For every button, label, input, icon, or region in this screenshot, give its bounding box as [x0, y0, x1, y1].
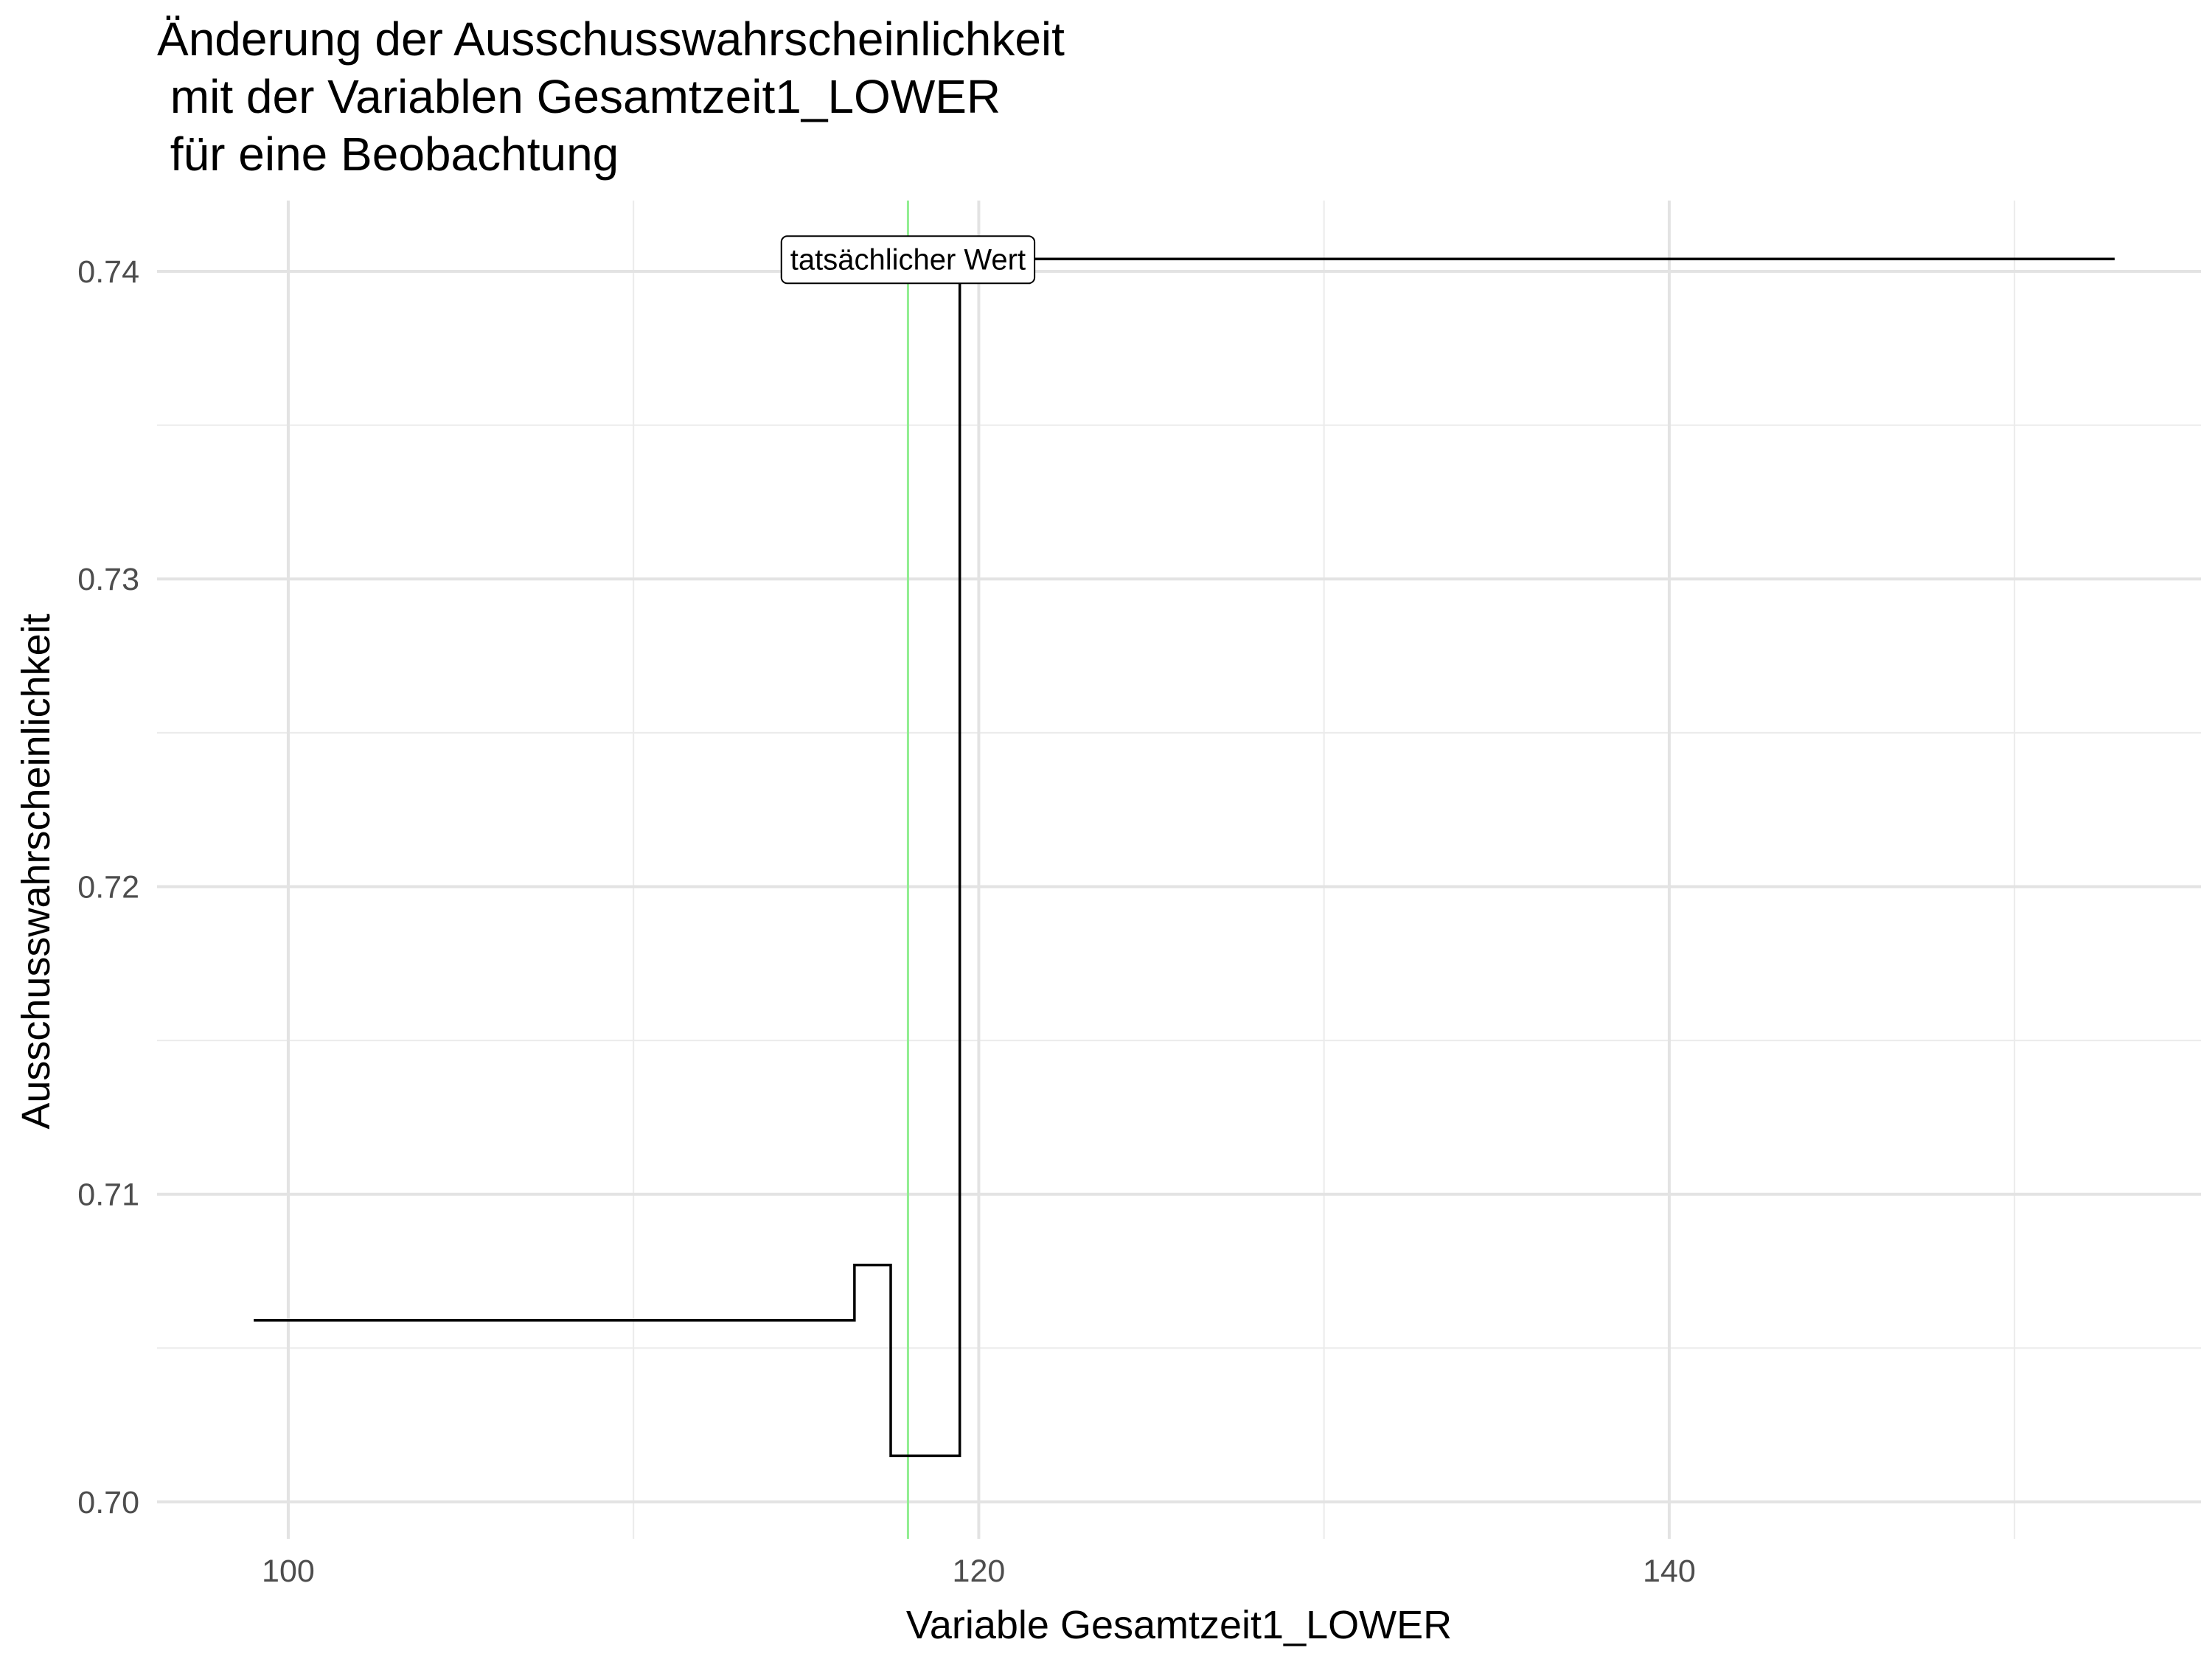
x-axis-tick-labels: 100 120 140 [262, 1554, 1696, 1589]
chart-title-line-1: Änderung der Ausschusswahrscheinlichkeit [157, 13, 1065, 66]
y-tick-label: 0.71 [77, 1178, 139, 1213]
annotation-box [780, 235, 1036, 285]
actual-value-annotation: tatsächlicher Wert [780, 235, 1036, 285]
y-tick-label: 0.72 [77, 869, 139, 905]
chart-title: Änderung der Ausschusswahrscheinlichkeit… [157, 13, 1065, 181]
y-tick-label: 0.74 [77, 254, 139, 290]
minor-gridlines [157, 201, 2201, 1539]
x-tick-label: 120 [953, 1554, 1006, 1589]
x-tick-label: 140 [1643, 1554, 1696, 1589]
y-tick-label: 0.70 [77, 1485, 139, 1520]
chart-title-line-2: mit der Variablen Gesamtzeit1_LOWER [157, 70, 1001, 123]
y-tick-label: 0.73 [77, 562, 139, 597]
series-lines [254, 257, 2115, 1458]
series-line-1 [254, 257, 2115, 1458]
x-axis-title: Variable Gesamtzeit1_LOWER [906, 1603, 1452, 1647]
x-tick-label: 100 [262, 1554, 315, 1589]
chart-title-line-3: für eine Beobachtung [157, 128, 619, 181]
major-gridlines [157, 201, 2201, 1539]
y-axis-tick-labels: 0.70 0.71 0.72 0.73 0.74 [77, 254, 139, 1520]
y-axis-title: Ausschusswahrscheinlichkeit [14, 613, 58, 1129]
annotation-label: tatsächlicher Wert [790, 243, 1026, 276]
